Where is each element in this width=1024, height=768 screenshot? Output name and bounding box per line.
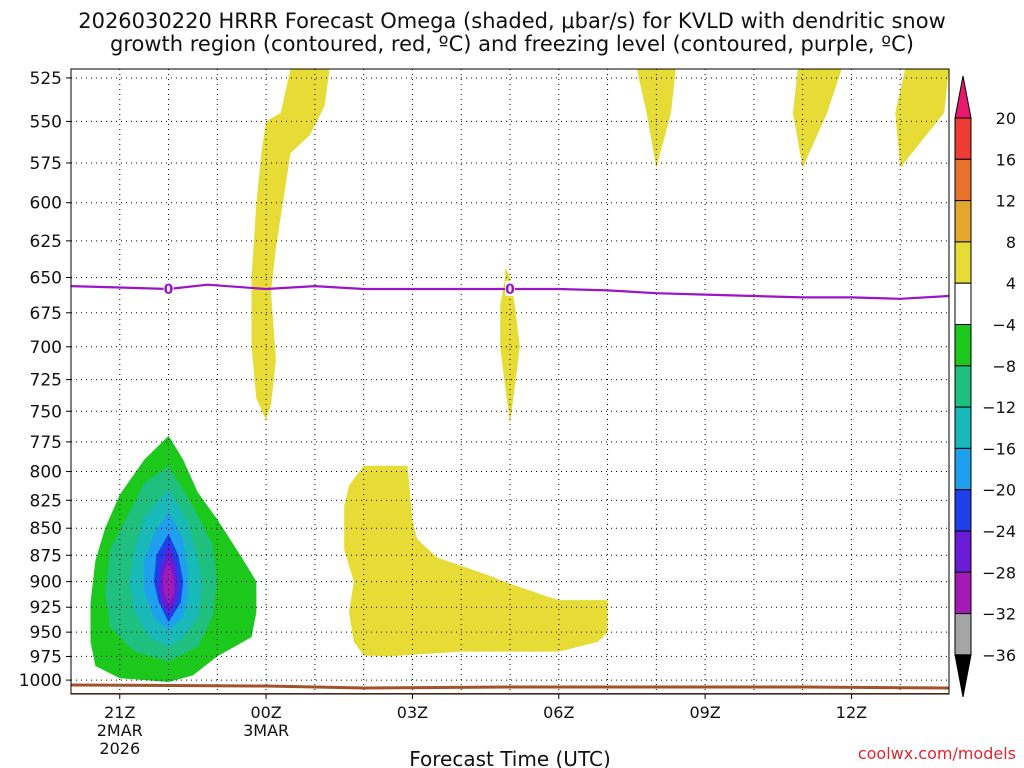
y-tick-label: 725: [30, 371, 62, 391]
colorbar-label: −32: [982, 605, 1016, 624]
y-tick-label: 700: [30, 338, 62, 358]
colorbar-swatch: [954, 571, 972, 615]
colorbar-label: 16: [996, 150, 1016, 169]
colorbar-label: 20: [996, 109, 1016, 128]
colorbar-swatch: [954, 200, 972, 243]
y-tick-label: 650: [30, 269, 62, 289]
y-tick-label: 775: [30, 433, 62, 453]
x-tick-label: 06Z: [543, 703, 574, 722]
colorbar-label: −28: [982, 563, 1016, 582]
x-tick-label: 09Z: [689, 703, 720, 722]
colorbar-label: −36: [982, 646, 1016, 665]
omega-region-2: [636, 69, 676, 168]
colorbar-swatch: [954, 117, 972, 160]
y-tick-label: 675: [30, 304, 62, 324]
chart-title-line-2: growth region (contoured, red, ºC) and f…: [110, 32, 914, 56]
y-tick-label: 925: [30, 598, 62, 618]
omega-region-12: [162, 560, 175, 605]
y-tick-label: 600: [30, 194, 62, 214]
freezing-level-label: 0: [164, 282, 174, 298]
y-tick-label: 575: [30, 154, 62, 174]
colorbar-swatch: [954, 158, 972, 202]
colorbar-swatch: [954, 241, 972, 284]
colorbar-label: −8: [992, 357, 1016, 376]
y-tick-label: 875: [30, 546, 62, 566]
colorbar-swatch: [954, 530, 972, 573]
colorbar-swatch: [954, 365, 972, 408]
y-tick-label: 1000: [19, 671, 62, 691]
y-tick-label: 950: [30, 623, 62, 643]
x-tick-date: 2MAR: [97, 721, 143, 740]
colorbar-swatch: [954, 447, 972, 491]
y-tick-label: 750: [30, 402, 62, 422]
terrain-ridge: [71, 683, 949, 690]
x-tick-year: 2026: [99, 739, 140, 758]
x-tick-label: 03Z: [397, 703, 428, 722]
x-tick-label: 21Z: [104, 703, 135, 722]
credit-link[interactable]: coolwx.com/models: [857, 744, 1016, 763]
colorbar-label: −12: [982, 398, 1016, 417]
colorbar-swatch: [954, 324, 972, 367]
omega-region-3: [792, 69, 842, 168]
colorbar-label: 12: [996, 192, 1016, 211]
x-tick-date: 3MAR: [243, 721, 289, 740]
y-tick-label: 525: [30, 69, 62, 89]
y-tick-label: 625: [30, 232, 62, 252]
colorbar-swatch: [954, 489, 972, 532]
y-tick-label: 825: [30, 491, 62, 511]
x-tick-label: 00Z: [250, 703, 281, 722]
x-tick-label: 12Z: [836, 703, 867, 722]
plot-frame: [70, 68, 950, 695]
colorbar-swatch: [954, 282, 972, 326]
y-tick-label: 800: [30, 463, 62, 483]
y-tick-label: 550: [30, 112, 62, 132]
freezing-level-label: 0: [505, 282, 515, 298]
x-axis-title: Forecast Time (UTC): [409, 747, 611, 768]
freezing-label-bg-1: [505, 280, 515, 296]
omega-region-0: [251, 69, 330, 420]
colorbar-swatch: [954, 406, 972, 449]
omega-region-4: [895, 69, 949, 168]
colorbar-bottom-triangle: [954, 654, 972, 697]
omega-region-1: [500, 267, 520, 424]
y-tick-label: 850: [30, 519, 62, 539]
colorbar-label: −20: [982, 481, 1016, 500]
colorbar-label: 4: [1006, 274, 1016, 293]
y-tick-label: 900: [30, 573, 62, 593]
colorbar-label: 8: [1006, 233, 1016, 252]
freezing-label-bg-0: [163, 280, 174, 296]
colorbar-label: −4: [992, 316, 1016, 335]
y-tick-label: 975: [30, 647, 62, 667]
colorbar-label: −24: [982, 522, 1016, 541]
omega-region-5: [344, 465, 608, 657]
colorbar-top-triangle: [954, 75, 972, 119]
colorbar-label: −16: [982, 439, 1016, 458]
chart-title-line-1: 2026030220 HRRR Forecast Omega (shaded, …: [78, 9, 946, 33]
colorbar-swatch: [954, 613, 972, 656]
